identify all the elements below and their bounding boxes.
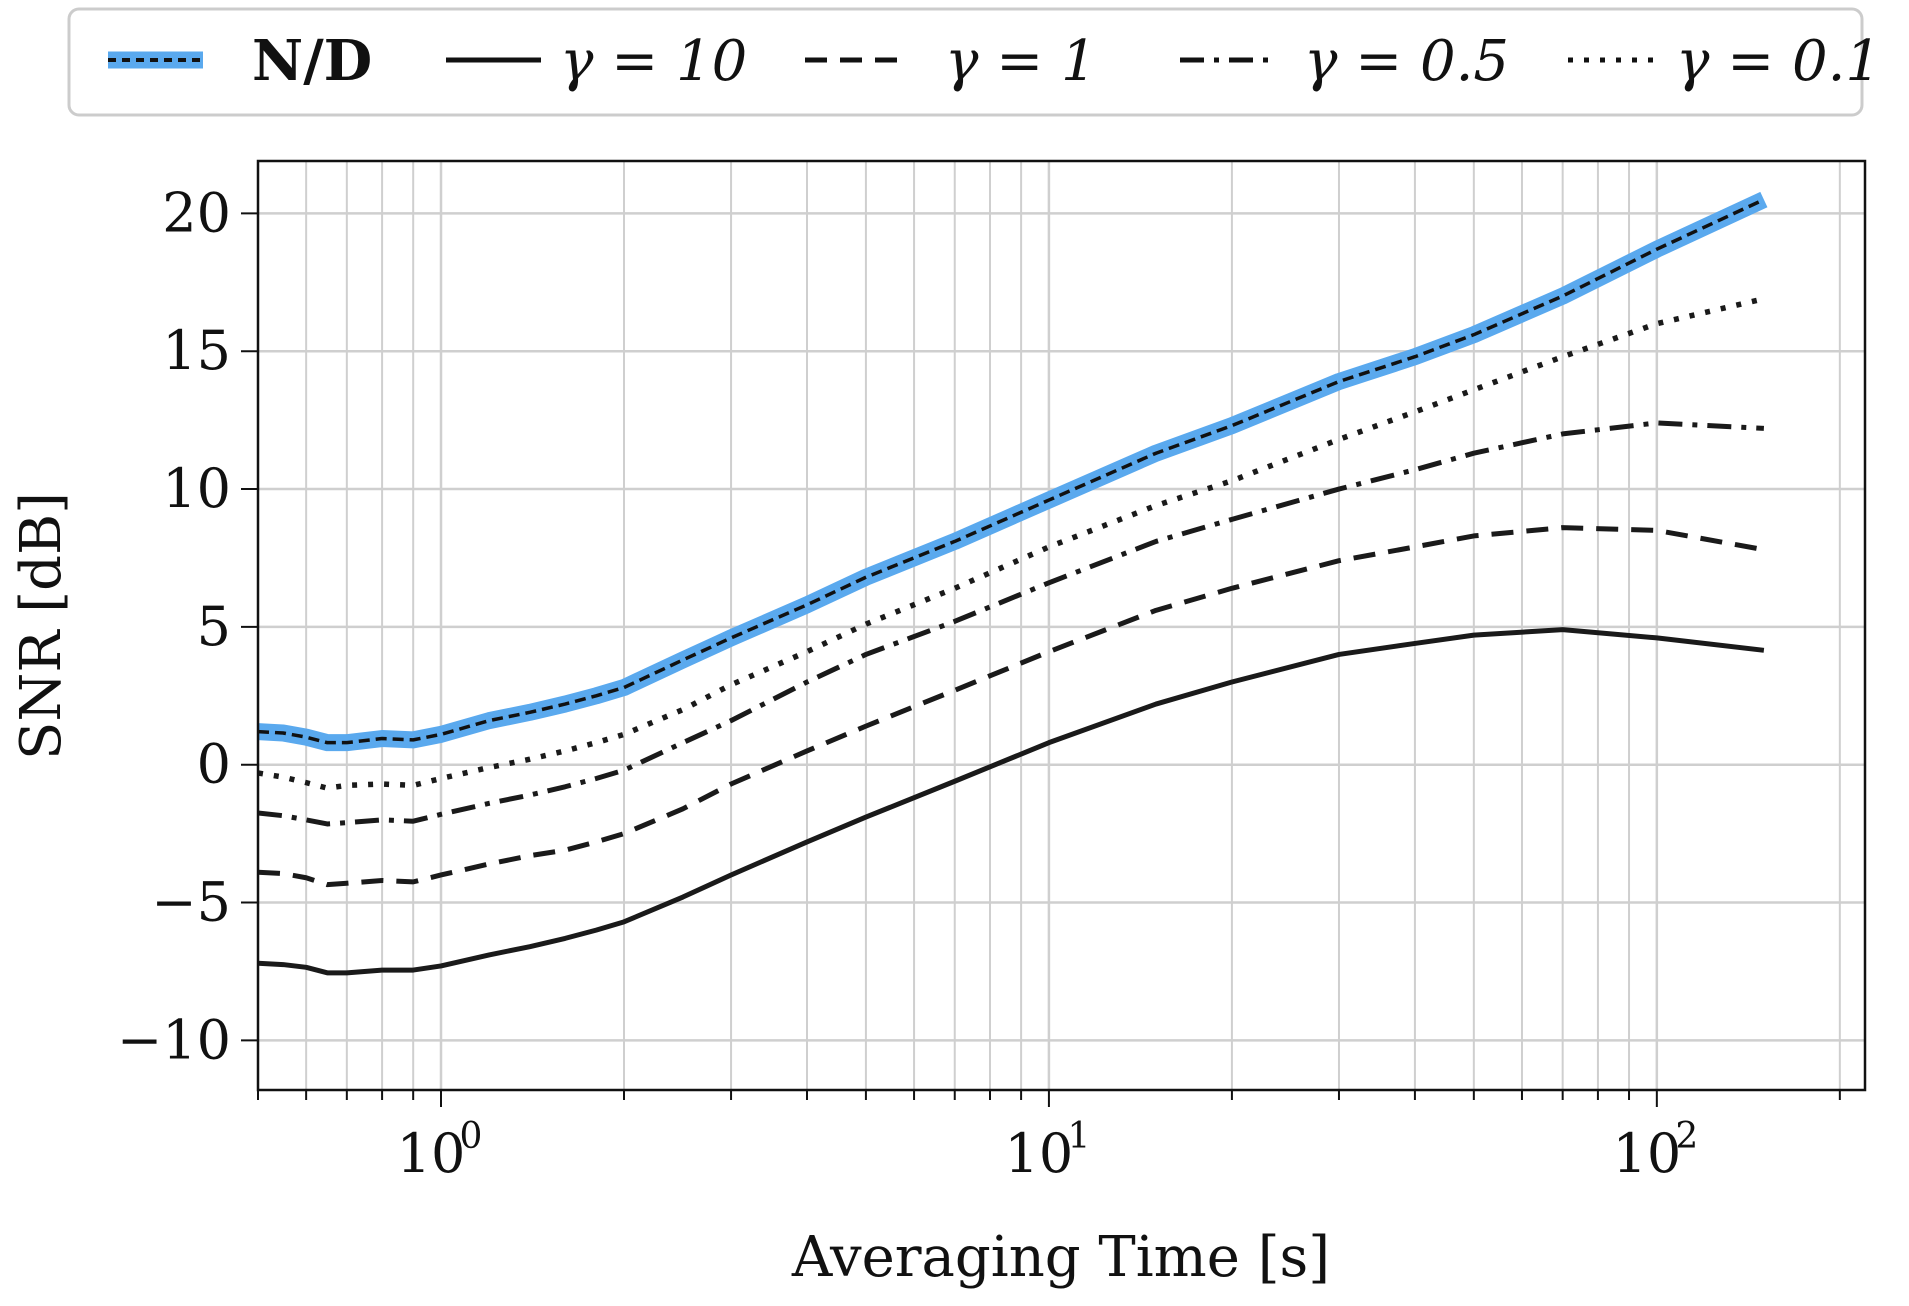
x-tick-label: 10 [1005,1122,1074,1185]
y-tick-label: 0 [197,733,231,796]
plot-frame [256,159,1867,1092]
legend-box [67,7,1864,117]
series-line-nd [258,198,1765,745]
legend-label-n-d: N/D [252,28,372,94]
x-axis-label: Averaging Time [s] [791,1225,1330,1290]
x-tick-label: 10 [1612,1122,1681,1185]
y-tick-label: 20 [162,181,231,244]
y-tick-label: −10 [117,1008,231,1071]
series-line-gamma-0-5 [258,420,1765,827]
series-line-gamma-1 [258,525,1765,888]
x-tick-label: 10 [397,1122,466,1185]
legend: N/D γ = 10 γ = 1 γ = 0.5 γ = 0.1 [108,28,1881,94]
series-line-gamma-0-1 [258,296,1765,791]
x-tick-label-exponent: 2 [1675,1116,1698,1157]
series-line-nd-highlight [258,191,1768,752]
y-tick-label: −5 [151,871,231,934]
y-tick-label: 5 [197,595,231,658]
x-tick-label-exponent: 0 [460,1116,483,1157]
legend-label-gamma-10: γ = 10 [560,29,747,94]
legend-label-gamma-1: γ = 1 [945,29,1097,94]
x-tick-label-exponent: 1 [1067,1116,1090,1157]
legend-label-gamma-0-1: γ = 0.1 [1676,29,1881,94]
y-axis-label: SNR [dB] [9,492,74,760]
series-line-gamma-10 [258,627,1765,976]
legend-label-gamma-0-5: γ = 0.5 [1304,29,1509,94]
series-group [258,191,1768,976]
y-tick-label: 10 [162,457,231,520]
y-tick-label: 15 [162,319,231,382]
